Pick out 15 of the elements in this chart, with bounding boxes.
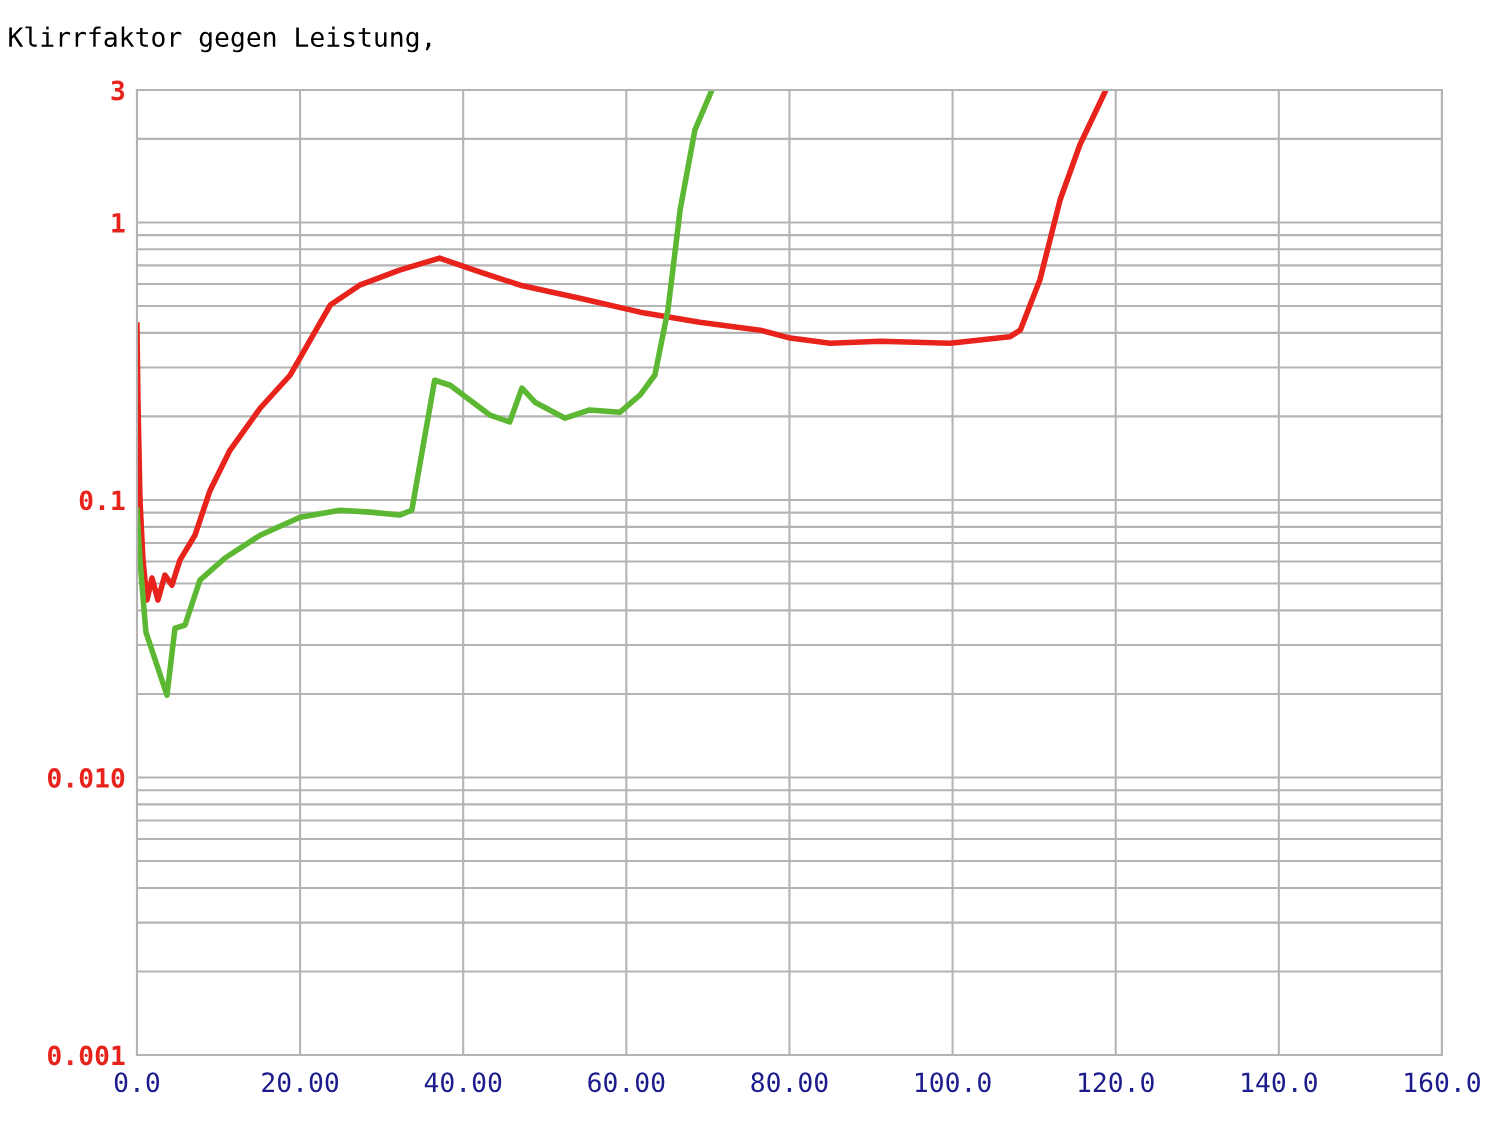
x-tick-label: 0.0 [114, 1072, 160, 1093]
x-tick-label: 60.00 [588, 1072, 665, 1093]
x-tick-label: 80.00 [751, 1072, 828, 1093]
x-tick-label: 100.0 [916, 1072, 991, 1093]
x-tick-label: 20.00 [262, 1072, 339, 1093]
y-tick-label: 0.010 [47, 767, 125, 788]
x-tick-label: 120.0 [1079, 1072, 1154, 1093]
x-tick-label: 160.0 [1405, 1072, 1480, 1093]
y-tick-label: 3 [111, 80, 125, 101]
y-tick-label: 0.001 [47, 1045, 125, 1066]
chart-title: Klirrfaktor gegen Leistung, [9, 26, 431, 53]
x-tick-label: 40.00 [424, 1072, 502, 1093]
x-tick-label: 140.0 [1242, 1072, 1317, 1093]
y-tick-label: 1 [112, 213, 125, 233]
y-tick-label: 0.1 [79, 490, 125, 511]
